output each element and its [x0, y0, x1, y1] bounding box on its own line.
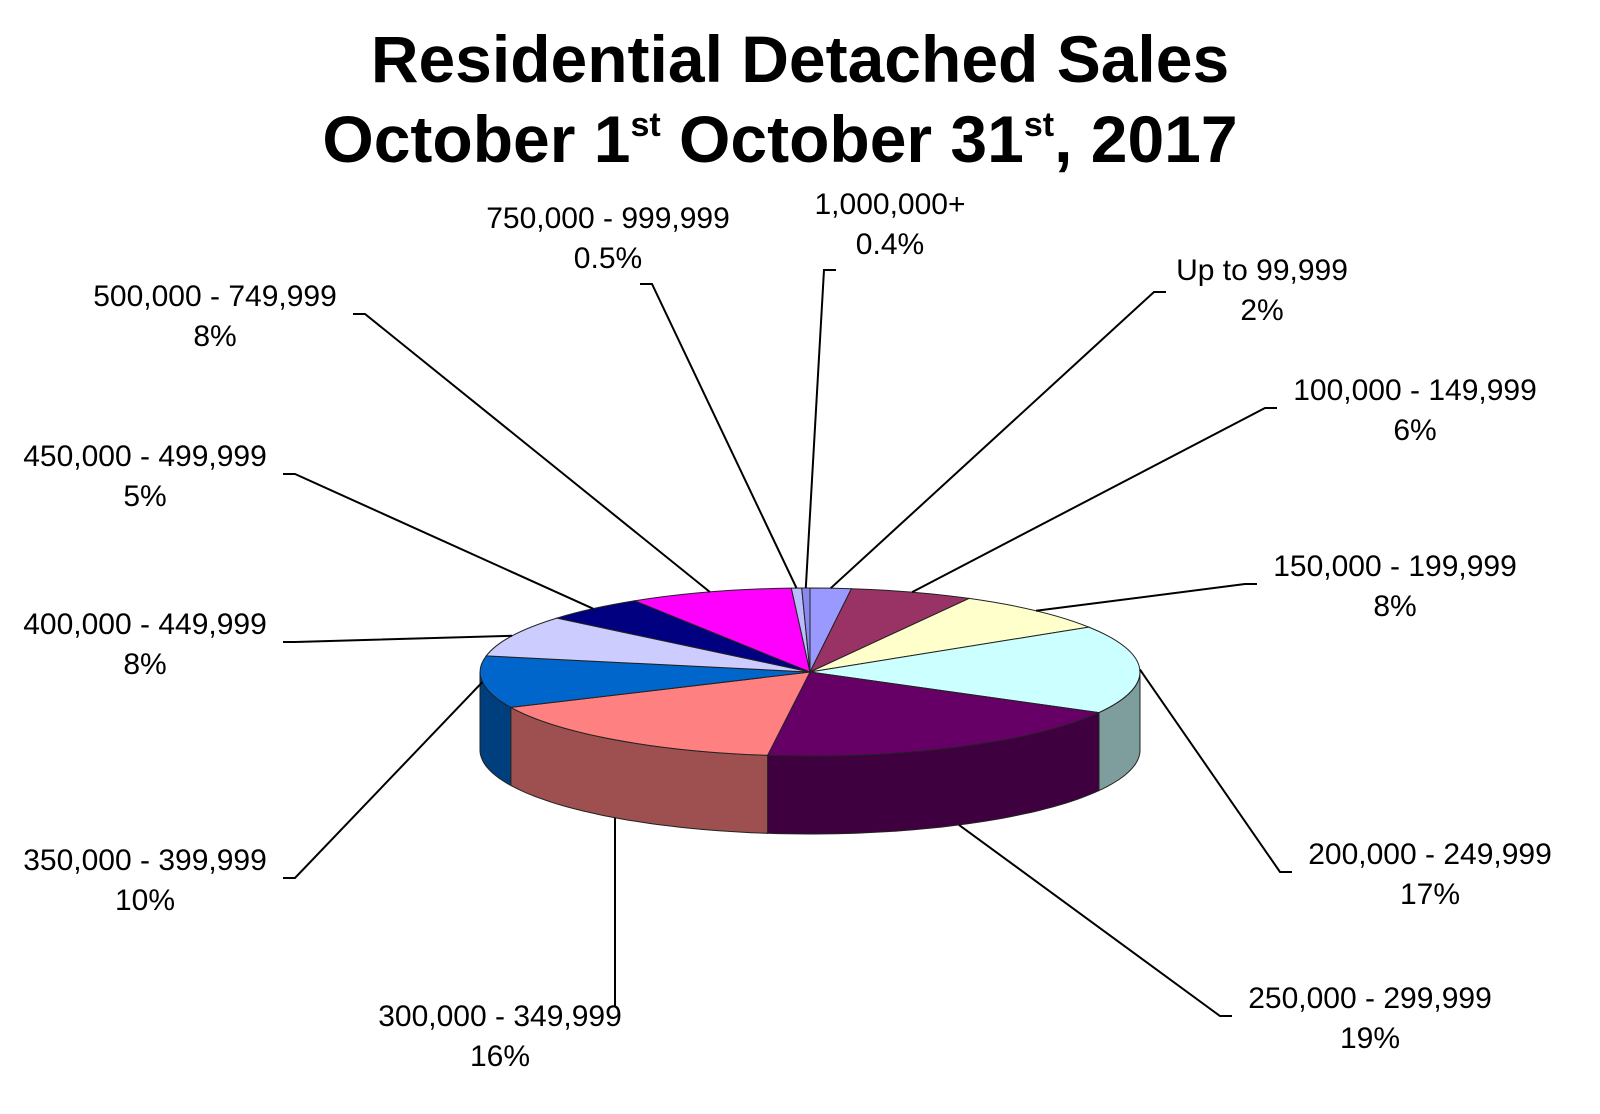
pie-slice-6: [479, 655, 811, 708]
pie-slice-2: [809, 597, 1091, 673]
pie-tops: [479, 587, 1141, 757]
slice-label-7: 400,000 - 449,999: [23, 608, 267, 641]
slice-label-1: 100,000 - 149,999: [1293, 374, 1537, 407]
slice-percent-4: 19%: [1340, 1022, 1400, 1055]
leader-line-8: [283, 473, 594, 610]
slice-label-3: 200,000 - 249,999: [1308, 838, 1552, 871]
pie-slice-4: [766, 671, 1101, 757]
slice-label-8: 450,000 - 499,999: [23, 440, 267, 473]
slice-percent-0: 2%: [1240, 294, 1283, 327]
slice-percent-11: 0.4%: [856, 228, 924, 261]
slice-percent-6: 10%: [115, 884, 175, 917]
leader-line-10: [640, 283, 798, 589]
slice-label-5: 300,000 - 349,999: [378, 1000, 622, 1033]
leader-line-6: [283, 681, 484, 879]
slice-percent-3: 17%: [1400, 878, 1460, 911]
chart-title-line1: Residential Detached Sales: [371, 22, 1229, 96]
pie-slice-7: [485, 617, 811, 673]
slice-percent-8: 5%: [123, 480, 166, 513]
title-date-end: October 31: [661, 102, 1024, 176]
leader-line-11: [804, 269, 836, 589]
leader-line-2: [1035, 583, 1257, 612]
pie-slice-3: [809, 626, 1141, 714]
pie-slice-1: [808, 588, 971, 674]
pie-slice-5: [509, 671, 811, 756]
slice-percent-9: 8%: [193, 320, 236, 353]
slice-label-9: 500,000 - 749,999: [93, 280, 337, 313]
title-date-start: October 1: [322, 102, 630, 176]
title-superscript-2: st: [1024, 106, 1054, 144]
slice-label-10: 750,000 - 999,999: [486, 202, 730, 235]
title-year: , 2017: [1054, 102, 1238, 176]
slice-percent-2: 8%: [1373, 590, 1416, 623]
slice-percent-5: 16%: [470, 1040, 530, 1073]
slice-label-0: Up to 99,999: [1176, 254, 1348, 287]
slice-percent-1: 6%: [1393, 414, 1436, 447]
leader-lines: [283, 269, 1292, 1017]
leader-line-0: [830, 291, 1166, 589]
leader-line-4: [958, 824, 1232, 1017]
slice-label-11: 1,000,000+: [815, 188, 966, 221]
slice-labels: Up to 99,999 2% 100,000 - 149,999 6% 150,000…: [23, 188, 1552, 1073]
slice-label-2: 150,000 - 199,999: [1273, 550, 1517, 583]
chart-title-line2: October 1st October 31st, 2017: [322, 102, 1237, 176]
slice-label-6: 350,000 - 399,999: [23, 844, 267, 877]
slice-percent-10: 0.5%: [574, 242, 642, 275]
leader-line-3: [1139, 668, 1292, 873]
leader-line-9: [353, 313, 711, 593]
slice-label-4: 250,000 - 299,999: [1248, 982, 1492, 1015]
leader-line-1: [911, 407, 1277, 593]
leader-line-7: [283, 634, 513, 643]
title-superscript-1: st: [630, 106, 660, 144]
pie-sides: [479, 672, 1141, 835]
slice-percent-7: 8%: [123, 648, 166, 681]
